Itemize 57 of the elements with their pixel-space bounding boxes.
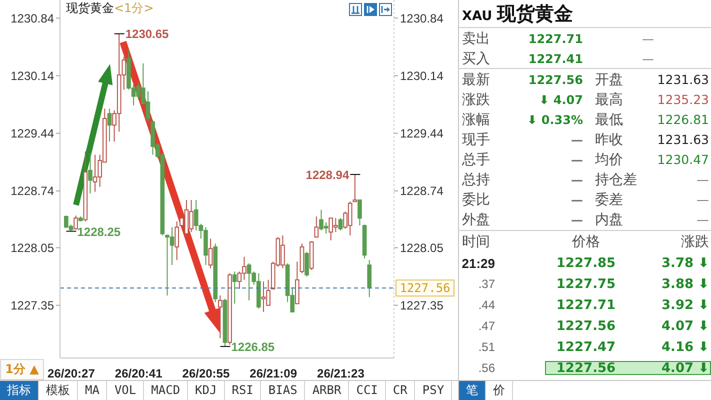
- annotation: 1228.25: [77, 224, 121, 239]
- text: ARBR: [305, 381, 350, 400]
- text: 价: [486, 381, 513, 400]
- text: MA: [78, 381, 108, 400]
- y2-tick-label: 1228.74: [400, 184, 444, 198]
- y-tick-label: 1230.84: [10, 11, 54, 26]
- x-tick-label: 26/21:23: [317, 366, 365, 381]
- text: .44 1227.71 3.92 ⬇: [478, 298, 709, 313]
- text: CCI: [349, 381, 386, 400]
- text: 总持 — 持仓差 —: [462, 172, 709, 188]
- y2-tick-label: 1227.35: [400, 298, 444, 313]
- chart-subtitle: <1分>: [114, 1, 154, 15]
- x-tick-label: 26/20:41: [114, 366, 163, 381]
- text: RSI: [224, 381, 262, 400]
- y2-tick-label: 1230.14: [400, 68, 444, 83]
- text: CR: [386, 381, 416, 400]
- text: MACD: [144, 381, 188, 400]
- x-tick-label: 26/20:27: [48, 366, 96, 381]
- y-tick-label: 1228.05: [10, 240, 54, 255]
- text: XAU 现货黄金: [462, 3, 573, 25]
- text: KDJ: [188, 381, 225, 400]
- x-tick-label: 26/20:55: [182, 366, 230, 381]
- y2-tick-label: 1230.84: [400, 11, 444, 26]
- text: 委比 — 委差 —: [462, 192, 709, 208]
- y-tick-label: 1227.35: [10, 298, 54, 313]
- chart-title: 现货黄金: [66, 1, 114, 15]
- text: .51 1227.47 4.16 ⬇: [478, 340, 709, 355]
- y2-tick-label: 1228.05: [400, 240, 444, 255]
- text: PSY: [415, 381, 452, 400]
- text: 时间 价格 涨跌: [462, 234, 709, 250]
- text: 1分 ▲: [0, 359, 44, 380]
- y-tick-label: 1229.44: [10, 126, 54, 141]
- annotation: 1230.65: [125, 27, 170, 42]
- text: 总手 — 均价 1230.47: [462, 152, 709, 168]
- text: .56 1227.56 4.07 ⬇: [478, 361, 709, 376]
- annotation: 1228.94: [306, 168, 350, 182]
- text: .37 1227.75 3.88 ⬇: [478, 277, 709, 292]
- text: .47 1227.56 4.07 ⬇: [478, 319, 709, 334]
- text: 卖出 1227.71 —: [462, 31, 654, 47]
- text: 现手 — 昨收 1231.63: [462, 132, 709, 148]
- text: 涨幅 ⬇ 0.33% 最低 1226.81: [462, 112, 709, 128]
- text: BIAS: [261, 381, 306, 400]
- text: 指标: [0, 381, 39, 400]
- text: 21:29 1227.85 3.78 ⬇: [462, 256, 709, 271]
- ref-line-label: 1227.56: [400, 281, 450, 296]
- text: VOL: [107, 381, 144, 400]
- y-tick-label: 1230.14: [10, 68, 54, 83]
- text: 笔: [459, 381, 486, 400]
- x-tick-label: 26/21:09: [250, 366, 298, 381]
- text: 外盘 — 内盘 —: [462, 212, 709, 228]
- y2-tick-label: 1229.44: [400, 126, 444, 141]
- text: 最新 1227.56 开盘 1231.63: [462, 72, 709, 88]
- annotation: 1226.85: [231, 340, 275, 354]
- text: 买入 1227.41 —: [462, 51, 654, 67]
- y-tick-label: 1228.74: [10, 184, 54, 198]
- text: 涨跌 ⬇ 4.07 最高 1235.23: [462, 92, 709, 108]
- text: 模板: [39, 381, 78, 400]
